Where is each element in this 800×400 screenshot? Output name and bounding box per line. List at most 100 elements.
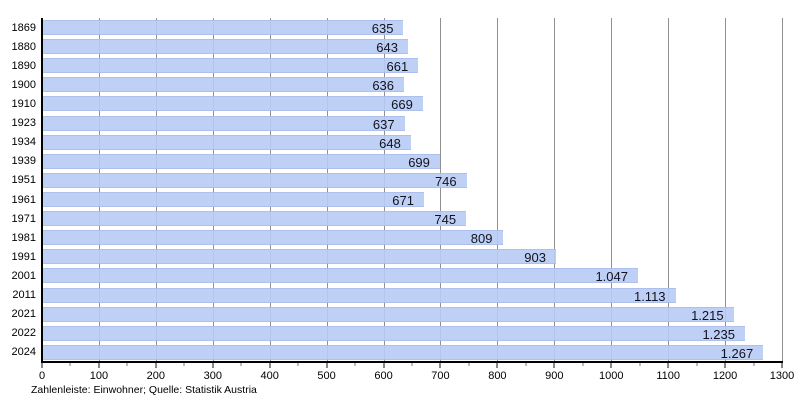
- chart-row: 1900 636: [0, 75, 782, 94]
- bar-value-label: 637: [372, 116, 395, 132]
- population-bar: 699: [42, 153, 440, 170]
- x-tick-mark: [326, 363, 328, 368]
- chart-row: 2022 1.235: [0, 324, 782, 343]
- population-bar: 903: [42, 249, 556, 265]
- gridline: [497, 18, 499, 362]
- x-tick-label: 0: [38, 370, 46, 382]
- chart-row: 1981 809: [0, 228, 782, 247]
- chart-row: 1923 637: [0, 114, 782, 133]
- x-tick-mark: [155, 363, 157, 368]
- bar-value-label: 1.047: [595, 269, 628, 285]
- population-bar: 635: [42, 20, 404, 36]
- population-bar: 648: [42, 134, 411, 151]
- x-tick-mark: [98, 363, 100, 368]
- x-tick-mark: [553, 363, 555, 368]
- x-minor-tick-mark: [411, 363, 413, 366]
- bar-area: 671: [42, 190, 782, 209]
- bar-value-label: 1.267: [720, 345, 754, 361]
- population-bar: 661: [42, 58, 419, 74]
- x-tick-label: 100: [89, 370, 109, 382]
- chart-row: 2021 1.215: [0, 305, 782, 324]
- gridline: [155, 18, 157, 362]
- chart-caption: Zahlenleiste: Einwohner; Quelle: Statist…: [31, 384, 257, 396]
- bar-area: 635: [42, 18, 782, 37]
- gridline: [269, 18, 271, 362]
- population-bar: 746: [42, 172, 467, 189]
- chart-row: 2024 1.267: [0, 343, 782, 362]
- x-tick-mark: [383, 363, 385, 368]
- year-label: 2022: [11, 327, 36, 340]
- population-bar: 1.215: [42, 306, 734, 322]
- x-tick-mark: [212, 363, 214, 368]
- x-minor-tick-mark: [525, 363, 527, 366]
- x-minor-tick-mark: [468, 363, 470, 366]
- year-label: 1923: [11, 117, 36, 130]
- bar-area: 648: [42, 133, 782, 152]
- year-label: 1890: [11, 59, 36, 72]
- population-bar: 1.047: [42, 268, 638, 285]
- gridline: [383, 18, 385, 362]
- year-label: 2001: [11, 269, 36, 282]
- x-tick-label: 700: [431, 370, 450, 382]
- x-tick-label: 1000: [598, 370, 624, 382]
- x-tick-mark: [724, 363, 726, 368]
- x-tick-mark: [269, 363, 271, 368]
- population-bar: 1.113: [42, 287, 676, 303]
- population-bar: 636: [42, 77, 405, 93]
- chart-row: 1961 671: [0, 190, 782, 209]
- x-minor-tick-mark: [126, 363, 128, 366]
- population-bar: 637: [42, 115, 405, 132]
- population-bar: 669: [42, 96, 423, 113]
- x-tick-label: 800: [488, 370, 507, 382]
- chart-row: 2011 1.113: [0, 286, 782, 305]
- year-label: 1961: [11, 193, 36, 206]
- x-minor-tick-mark: [639, 363, 641, 366]
- bar-area: 636: [42, 75, 782, 94]
- x-axis-line: [41, 361, 783, 363]
- x-minor-tick-mark: [696, 363, 698, 366]
- population-bar: 745: [42, 211, 467, 228]
- bar-area: 1.047: [42, 266, 782, 285]
- year-label: 1910: [11, 97, 36, 110]
- bar-area: 1.267: [42, 343, 782, 362]
- x-minor-tick-mark: [69, 363, 71, 366]
- population-bar: 809: [42, 230, 503, 246]
- chart-row: 1971 745: [0, 209, 782, 228]
- chart-row: 1890 661: [0, 56, 782, 75]
- population-bar: 643: [42, 39, 408, 56]
- year-label: 1900: [11, 78, 36, 91]
- chart-row: 2001 1.047: [0, 266, 782, 285]
- gridline: [212, 18, 214, 362]
- x-tick-mark: [496, 363, 498, 368]
- x-tick-mark: [781, 363, 783, 368]
- bar-value-label: 745: [434, 212, 457, 228]
- year-label: 1981: [11, 231, 36, 244]
- gridline: [611, 18, 613, 362]
- bar-area: 903: [42, 247, 782, 266]
- chart-row: 1880 643: [0, 37, 782, 56]
- bar-value-label: 746: [434, 173, 457, 189]
- bar-area: 669: [42, 94, 782, 113]
- bar-value-label: 669: [391, 97, 413, 113]
- bar-value-label: 699: [408, 154, 430, 170]
- bar-value-label: 1.235: [702, 326, 735, 342]
- bar-value-label: 635: [371, 21, 394, 36]
- x-tick-mark: [667, 363, 669, 368]
- chart-row: 1991 903: [0, 247, 782, 266]
- chart-row: 1939 699: [0, 152, 782, 171]
- x-minor-tick-mark: [297, 363, 299, 366]
- x-minor-tick-mark: [753, 363, 755, 366]
- bar-area: 745: [42, 209, 782, 228]
- chart-row: 1951 746: [0, 171, 782, 190]
- bar-value-label: 643: [376, 40, 398, 56]
- bar-area: 1.215: [42, 305, 782, 324]
- gridline: [668, 18, 670, 362]
- gridline: [440, 18, 442, 362]
- x-axis-tick-strip: 0 100 200 300 400 500 600 700 800 900 1000 1100 1200…: [38, 363, 794, 385]
- x-tick-label: 500: [317, 370, 336, 382]
- x-tick-label: 300: [203, 370, 222, 382]
- bar-value-label: 648: [379, 135, 401, 151]
- year-label: 1880: [11, 40, 36, 53]
- population-bar: 1.267: [42, 344, 764, 361]
- x-tick-label: 900: [545, 370, 564, 382]
